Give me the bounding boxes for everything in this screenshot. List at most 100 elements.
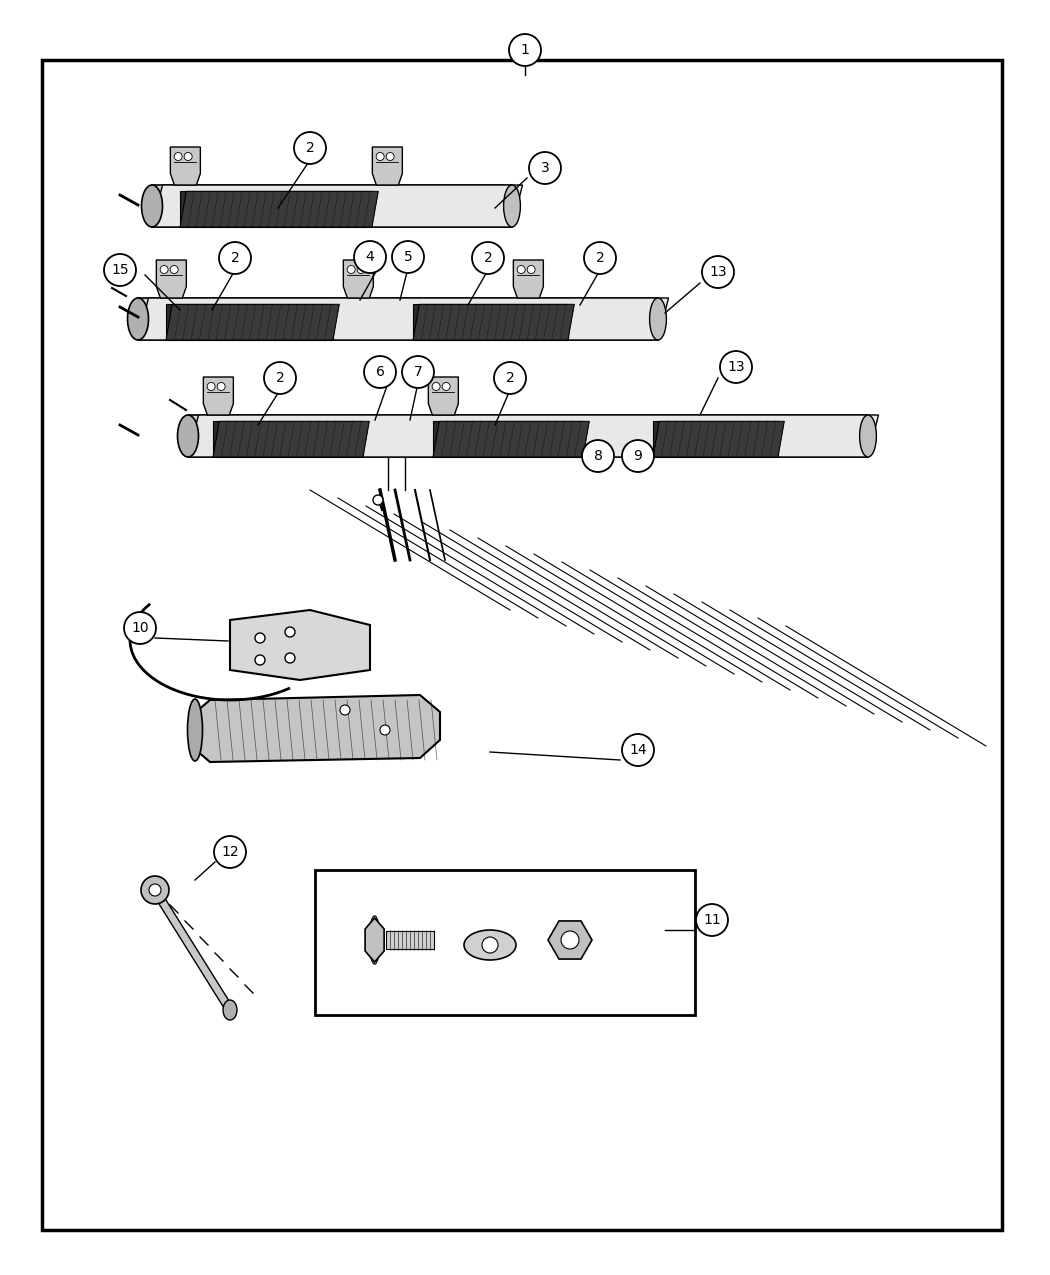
Circle shape	[472, 242, 504, 274]
Circle shape	[529, 152, 561, 184]
Circle shape	[207, 382, 215, 390]
Text: 2: 2	[506, 371, 514, 385]
Text: 1: 1	[521, 43, 529, 57]
Polygon shape	[204, 377, 233, 414]
Bar	[152, 185, 512, 227]
Polygon shape	[373, 147, 402, 185]
Ellipse shape	[223, 1000, 237, 1020]
Ellipse shape	[142, 185, 163, 227]
Ellipse shape	[464, 929, 516, 960]
Circle shape	[340, 705, 350, 715]
Circle shape	[348, 265, 355, 274]
Circle shape	[373, 495, 383, 505]
Circle shape	[357, 265, 365, 274]
Circle shape	[376, 153, 384, 161]
Circle shape	[255, 655, 265, 666]
Circle shape	[380, 725, 390, 734]
Text: 14: 14	[629, 743, 647, 757]
Circle shape	[386, 153, 394, 161]
Text: 8: 8	[593, 449, 603, 463]
Text: 10: 10	[131, 621, 149, 635]
Text: 2: 2	[306, 142, 314, 156]
Ellipse shape	[860, 414, 877, 456]
Ellipse shape	[177, 414, 198, 456]
Circle shape	[696, 904, 728, 936]
Text: 9: 9	[633, 449, 643, 463]
Polygon shape	[152, 185, 523, 227]
Circle shape	[170, 265, 178, 274]
Circle shape	[622, 440, 654, 472]
Circle shape	[494, 362, 526, 394]
Circle shape	[402, 356, 434, 388]
Circle shape	[264, 362, 296, 394]
Bar	[413, 305, 568, 340]
Polygon shape	[548, 921, 592, 959]
Text: 4: 4	[365, 250, 375, 264]
Bar	[180, 191, 372, 227]
Text: 11: 11	[704, 913, 721, 927]
Text: 2: 2	[595, 251, 605, 265]
Text: 15: 15	[111, 263, 129, 277]
Polygon shape	[230, 609, 370, 680]
Polygon shape	[138, 298, 669, 340]
Text: 12: 12	[222, 845, 238, 859]
Text: 13: 13	[728, 360, 744, 374]
Circle shape	[720, 351, 752, 382]
Bar	[213, 421, 363, 456]
Circle shape	[433, 382, 440, 390]
Circle shape	[294, 133, 325, 164]
Circle shape	[161, 265, 168, 274]
Polygon shape	[213, 421, 370, 456]
Circle shape	[482, 937, 498, 952]
Circle shape	[141, 876, 169, 904]
Text: 3: 3	[541, 161, 549, 175]
Bar	[653, 421, 778, 456]
Polygon shape	[190, 695, 440, 762]
Text: 7: 7	[414, 365, 422, 379]
Ellipse shape	[370, 915, 380, 964]
Circle shape	[104, 254, 136, 286]
Circle shape	[392, 241, 424, 273]
Polygon shape	[513, 260, 543, 298]
Ellipse shape	[650, 298, 667, 340]
Ellipse shape	[188, 699, 203, 761]
Circle shape	[214, 836, 246, 868]
Text: 2: 2	[275, 371, 285, 385]
Circle shape	[217, 382, 225, 390]
Polygon shape	[166, 305, 339, 340]
Text: 2: 2	[484, 251, 492, 265]
Circle shape	[285, 653, 295, 663]
Bar	[315, 870, 695, 1015]
Circle shape	[509, 34, 541, 66]
Circle shape	[219, 242, 251, 274]
Polygon shape	[156, 260, 186, 298]
Circle shape	[582, 440, 614, 472]
Polygon shape	[170, 147, 201, 185]
Circle shape	[702, 256, 734, 288]
Circle shape	[184, 153, 192, 161]
Ellipse shape	[127, 298, 148, 340]
FancyArrow shape	[151, 887, 233, 1012]
Polygon shape	[413, 305, 574, 340]
Circle shape	[255, 632, 265, 643]
Bar	[138, 298, 658, 340]
Circle shape	[124, 612, 156, 644]
Circle shape	[622, 734, 654, 766]
Polygon shape	[653, 421, 784, 456]
Circle shape	[527, 265, 536, 274]
Circle shape	[364, 356, 396, 388]
Polygon shape	[343, 260, 374, 298]
Circle shape	[285, 627, 295, 638]
Ellipse shape	[504, 185, 521, 227]
Circle shape	[584, 242, 616, 274]
Text: 2: 2	[231, 251, 239, 265]
Polygon shape	[433, 421, 589, 456]
Bar	[188, 414, 868, 456]
Bar	[433, 421, 583, 456]
Circle shape	[561, 931, 579, 949]
Bar	[166, 305, 333, 340]
Polygon shape	[365, 918, 384, 963]
Text: 6: 6	[376, 365, 384, 379]
Circle shape	[354, 241, 386, 273]
Text: 13: 13	[709, 265, 727, 279]
